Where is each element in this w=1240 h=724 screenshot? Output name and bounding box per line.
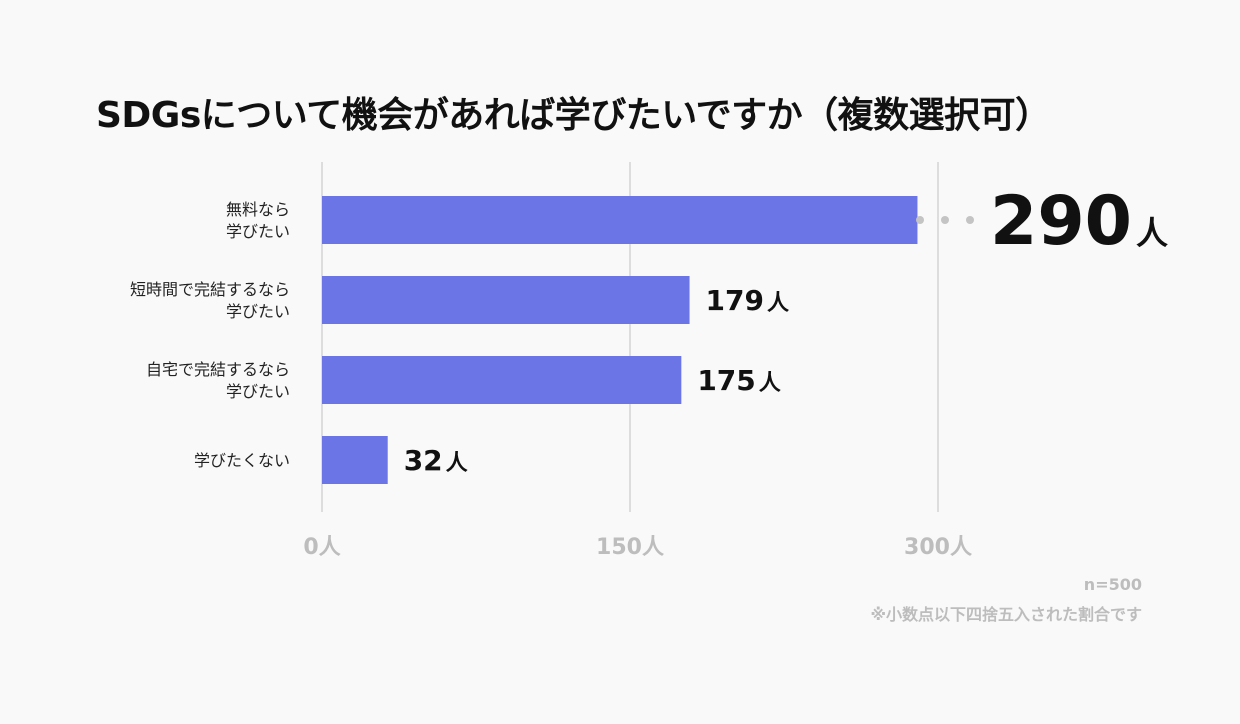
bar xyxy=(322,276,690,324)
bar xyxy=(322,196,918,244)
leader-dot xyxy=(966,216,974,224)
bar xyxy=(322,436,388,484)
sample-size-note: n=500 xyxy=(1083,575,1142,594)
category-label: 自宅で完結するなら学びたい xyxy=(146,360,290,401)
value-label: 175 人 xyxy=(697,364,780,397)
value-label: 32 人 xyxy=(404,444,468,477)
leader-dot xyxy=(916,216,924,224)
leader-dot xyxy=(941,216,949,224)
category-label: 学びたくない xyxy=(194,451,290,470)
chart-title: SDGsについて機会があれば学びたいですか（複数選択可） xyxy=(96,95,1051,136)
category-label: 無料なら学びたい xyxy=(226,200,290,241)
value-label: 179 人 xyxy=(706,284,789,317)
x-tick-label: 0人 xyxy=(303,535,340,560)
rounding-footnote: ※小数点以下四捨五入された割合です xyxy=(870,605,1142,624)
value-label: 290 人 xyxy=(990,182,1168,261)
x-tick-label: 300人 xyxy=(904,535,972,560)
x-tick-label: 150人 xyxy=(596,535,664,560)
category-label: 短時間で完結するなら学びたい xyxy=(130,280,290,321)
bar xyxy=(322,356,682,404)
